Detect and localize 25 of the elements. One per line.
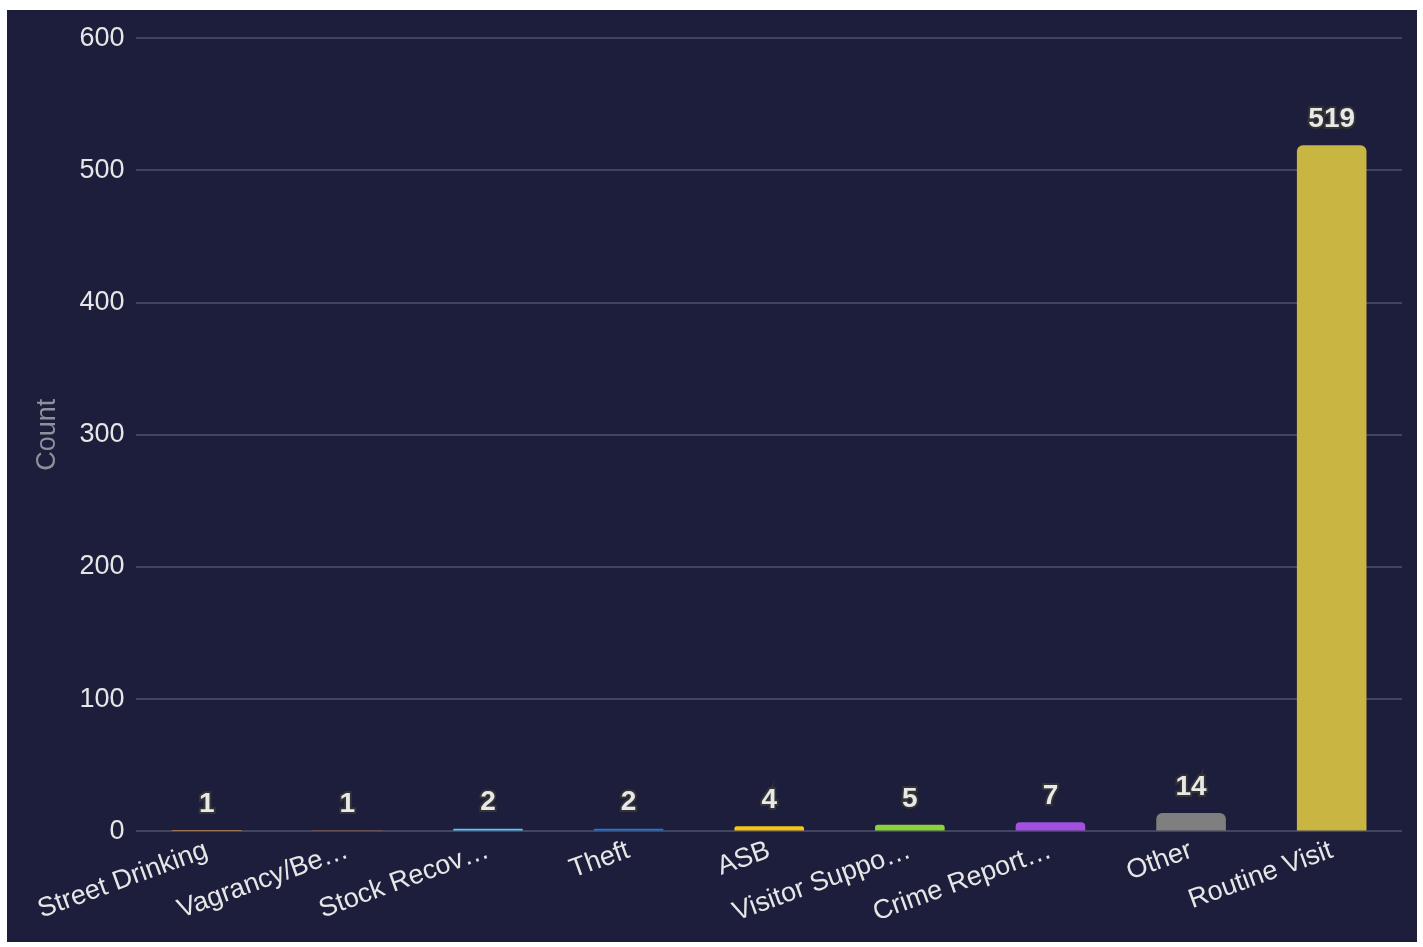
y-tick-label: 500 (79, 153, 125, 184)
data-label: 519 (1308, 102, 1356, 133)
bar (1015, 822, 1086, 831)
data-label: 2 (620, 785, 637, 817)
bar (734, 826, 805, 831)
x-tick-label: ASB (712, 834, 774, 881)
y-axis-title: Count (30, 398, 61, 471)
bar (1296, 145, 1367, 831)
y-tick-label: 200 (79, 550, 125, 581)
y-tick-label: 400 (79, 286, 125, 317)
bar (1156, 812, 1226, 831)
data-label: 1 (339, 786, 356, 818)
data-label: 4 (761, 782, 778, 814)
y-tick-label: 0 (109, 814, 125, 845)
bar (875, 824, 945, 831)
data-label: 14 (1175, 769, 1208, 801)
data-label: 5 (902, 781, 918, 813)
y-tick-label: 300 (79, 418, 125, 449)
data-label: 7 (1042, 778, 1059, 810)
x-tick-label: Theft (565, 833, 634, 884)
x-tick-label: Other (1121, 834, 1196, 886)
y-tick-label: 100 (79, 682, 125, 713)
data-label: 1 (198, 786, 215, 818)
data-label: 2 (480, 785, 496, 817)
y-tick-label: 600 (79, 21, 125, 52)
